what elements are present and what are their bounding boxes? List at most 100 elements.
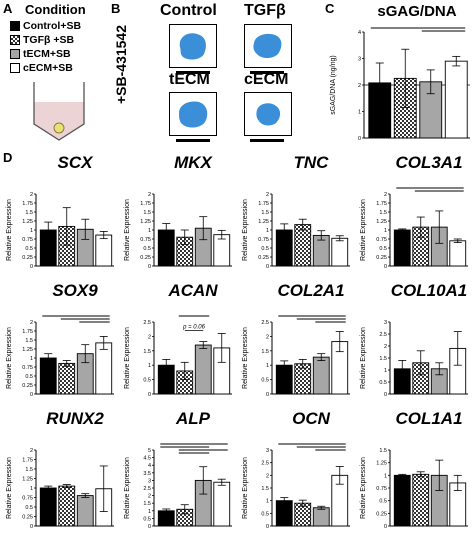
y-tick-label: 1.25 — [376, 461, 387, 467]
chart-title: RUNX2 — [46, 409, 104, 428]
bar — [312, 356, 330, 395]
y-tick-label: 0.75 — [376, 237, 387, 243]
y-tick-label: 1 — [384, 368, 387, 374]
y-tick-label: 0.5 — [143, 378, 151, 384]
y-tick-label: 1.5 — [379, 210, 387, 216]
y-tick-label: 1 — [266, 228, 269, 234]
y-tick-label: 1 — [148, 228, 151, 234]
legend-title: Condition — [25, 2, 86, 17]
y-tick-label: 0.5 — [379, 380, 387, 386]
bar — [194, 344, 212, 395]
scale-bar — [176, 139, 210, 142]
y-tick-label: 3 — [266, 448, 269, 454]
y-tick-label: 2 — [384, 344, 387, 350]
y-axis-label: sGAG/DNA (ng/ng) — [330, 55, 337, 115]
y-tick-label: 1 — [266, 499, 269, 505]
y-tick-label: 0.25 — [22, 383, 33, 389]
panel-letter-b: B — [111, 1, 121, 16]
y-tick-label: 2 — [148, 192, 151, 198]
chart-tnc: TNC Relative Expression 0 0.25 0.5 0.75 1 1.25 1… — [242, 153, 350, 270]
y-tick-label: 0.25 — [22, 515, 33, 521]
chart-col2a1: COL2A1 Relative Expression 0 0.5 1 1.5 2 2.5 — [242, 281, 350, 398]
y-tick-label: 0.75 — [376, 486, 387, 492]
y-tick-label: 0.5 — [25, 505, 33, 511]
chart-col3a1: COL3A1 Relative Expression 0 0.25 0.5 0.75 1 1.… — [360, 153, 468, 270]
label-cecm: cECM — [244, 71, 289, 88]
y-tick-label: 1 — [148, 363, 151, 369]
y-tick-label: 0.25 — [22, 255, 33, 261]
y-tick-label: 1.5 — [25, 338, 33, 344]
y-tick-label: 4 — [148, 463, 151, 469]
y-tick-label: 1 — [30, 486, 33, 492]
bar — [213, 481, 231, 527]
y-tick-label: 0 — [384, 524, 387, 530]
p-value-annotation: p = 0.06 — [182, 325, 206, 331]
label-tecm: tECM — [169, 71, 210, 88]
y-tick-label: 0.75 — [258, 237, 269, 243]
y-tick-label: 1.25 — [140, 219, 151, 225]
bar — [76, 495, 94, 527]
y-tick-label: 0.25 — [258, 255, 269, 261]
y-tick-label: 0.75 — [140, 237, 151, 243]
label-control: Control — [160, 2, 217, 19]
y-tick-label: 0.5 — [261, 511, 269, 517]
y-tick-label: 0.5 — [143, 516, 151, 522]
y-tick-label: 3 — [148, 478, 151, 484]
y-axis-label: Relative Expression — [242, 199, 249, 261]
y-tick-label: 0 — [266, 524, 269, 530]
y-tick-label: 0.75 — [22, 237, 33, 243]
y-tick-label: 0 — [148, 264, 151, 270]
y-tick-label: 1 — [148, 509, 151, 515]
y-tick-label: 1.75 — [376, 201, 387, 207]
legend-swatch-cecm — [10, 63, 20, 73]
chart-scx: SCX Relative Expression 0 0.25 0.5 0.75 1 1.25 1… — [6, 153, 114, 270]
legend-label: tECM+SB — [23, 48, 71, 60]
y-tick-label: 0.25 — [376, 511, 387, 517]
y-tick-label: 1.25 — [22, 477, 33, 483]
y-tick-label: 3 — [384, 320, 387, 326]
y-axis-label: Relative Expression — [6, 327, 13, 389]
bar — [58, 485, 76, 527]
y-tick-label: 1.25 — [22, 347, 33, 353]
bar — [449, 240, 467, 267]
y-tick-label: 0.75 — [22, 365, 33, 371]
y-tick-label: 1.5 — [143, 210, 151, 216]
y-tick-label: 0.5 — [261, 378, 269, 384]
chart-acan: ACAN Relative Expression 0 0.5 1 1.5 2 2.5 p = 0… — [124, 281, 232, 398]
y-axis-label: Relative Expression — [360, 457, 367, 519]
y-tick-label: 2 — [384, 192, 387, 198]
y-tick-label: 1 — [30, 228, 33, 234]
y-tick-label: 2 — [148, 334, 151, 340]
y-axis-label: Relative Expression — [242, 457, 249, 519]
y-tick-label: 0.5 — [379, 499, 387, 505]
y-axis-label: Relative Expression — [124, 327, 131, 389]
bar — [95, 234, 113, 267]
panel-letter-c: C — [325, 1, 335, 16]
bar — [412, 473, 430, 527]
y-tick-label: 0.75 — [22, 496, 33, 502]
chart-title: COL1A1 — [395, 409, 462, 428]
pellet-tube-illustration — [33, 82, 85, 141]
chart-title: TNC — [294, 153, 330, 172]
y-axis-label: Relative Expression — [242, 327, 249, 389]
scale-bar — [176, 71, 210, 74]
y-tick-label: 1.5 — [143, 349, 151, 355]
y-tick-label: 1.5 — [25, 467, 33, 473]
y-tick-label: 1 — [358, 110, 361, 116]
chart-runx2: RUNX2 Relative Expression 0 0.25 0.5 0.75 1 1.2… — [6, 409, 114, 530]
y-axis-label: Relative Expression — [6, 199, 13, 261]
y-tick-label: 0 — [30, 264, 33, 270]
y-tick-label: 1.75 — [140, 201, 151, 207]
y-tick-label: 0 — [148, 524, 151, 530]
y-tick-label: 1.75 — [22, 329, 33, 335]
y-tick-label: 0.25 — [376, 255, 387, 261]
scale-bar — [250, 139, 284, 142]
y-tick-label: 3 — [358, 57, 361, 63]
chart-title: COL10A1 — [391, 281, 468, 300]
y-tick-label: 0 — [384, 392, 387, 398]
y-tick-label: 5 — [148, 448, 151, 454]
y-tick-label: 1.25 — [258, 219, 269, 225]
y-tick-label: 1 — [30, 356, 33, 362]
y-tick-label: 0.5 — [25, 374, 33, 380]
y-tick-label: 1.5 — [261, 486, 269, 492]
